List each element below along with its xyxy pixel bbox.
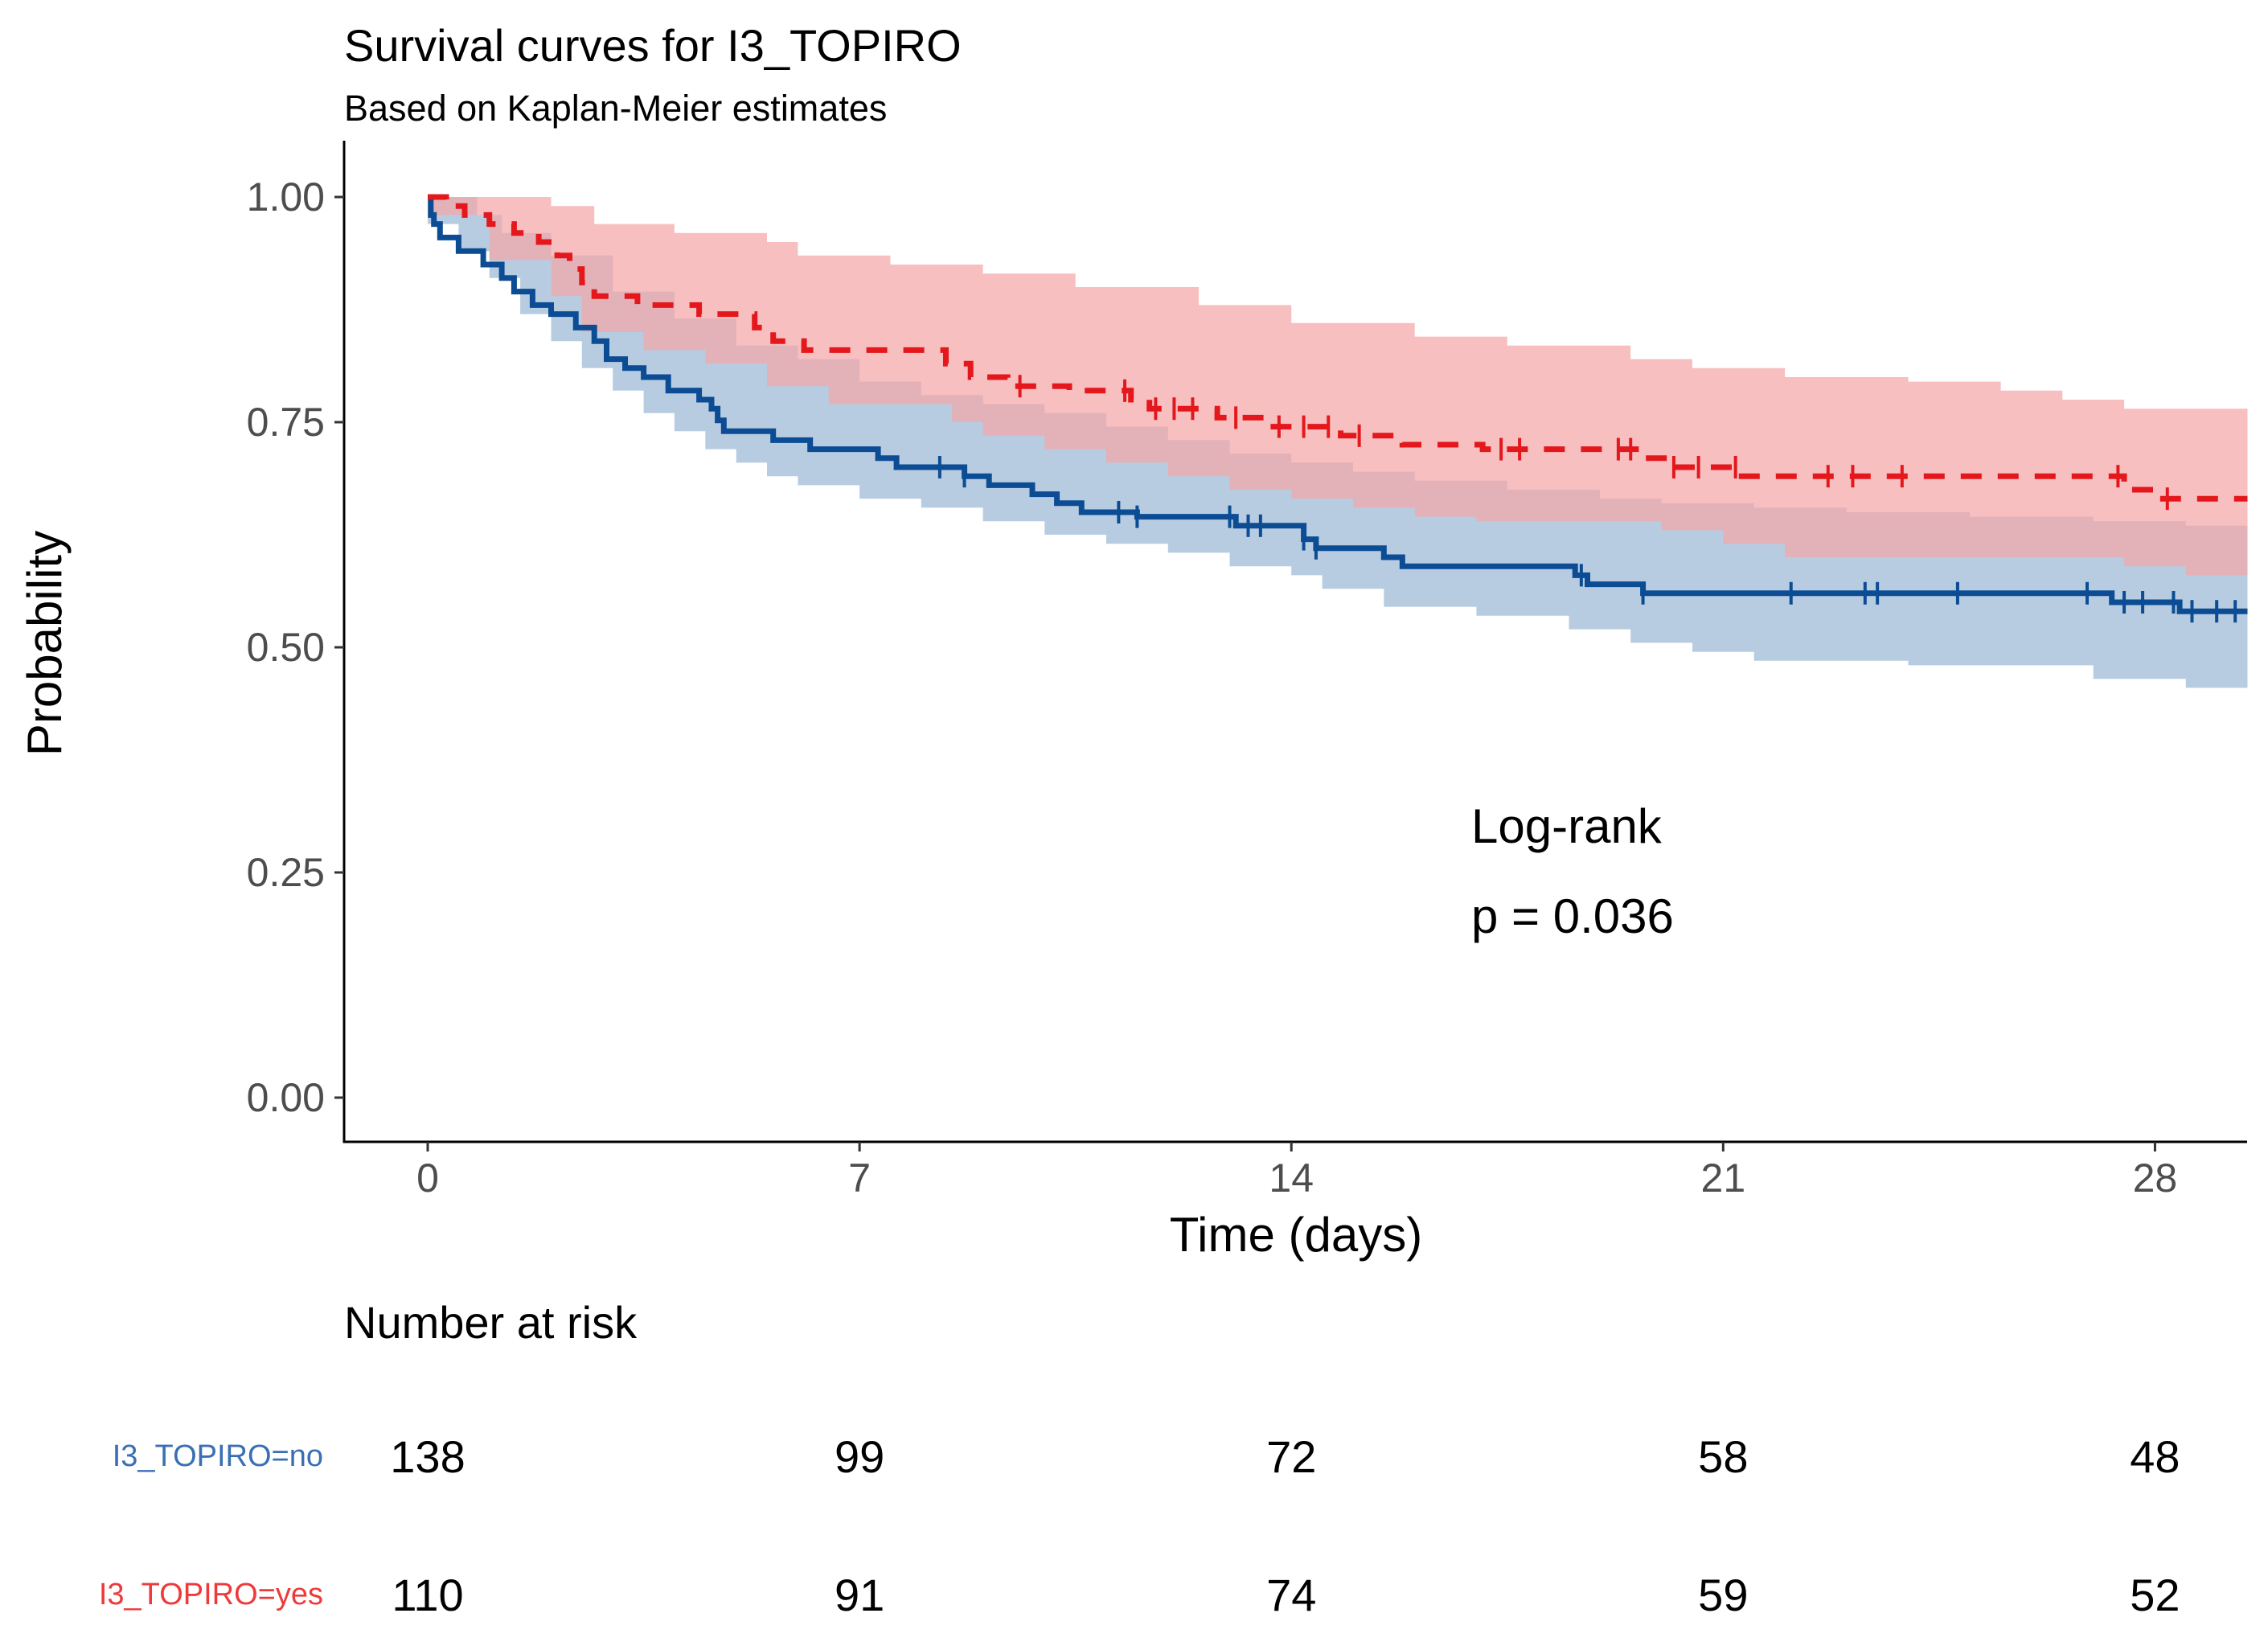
x-axis-title: Time (days) bbox=[1170, 1208, 1422, 1262]
y-tick-label: 0.00 bbox=[247, 1075, 325, 1120]
risk-table: I3_TOPIRO=no I3_TOPIRO=yes 138 99 72 58 48 11… bbox=[99, 1431, 2180, 1620]
risk-count-no: 99 bbox=[835, 1431, 884, 1482]
confidence-bands bbox=[428, 197, 2248, 688]
risk-numbers: 138 99 72 58 48 110 91 74 59 52 bbox=[390, 1431, 2180, 1620]
axes: 0.00 0.25 0.50 0.75 1.00 0 7 14 21 28 bbox=[247, 141, 2247, 1201]
risk-count-yes: 52 bbox=[2130, 1570, 2180, 1620]
y-ticks: 0.00 0.25 0.50 0.75 1.00 bbox=[247, 174, 344, 1120]
ci-band-no bbox=[428, 197, 2248, 688]
risk-label-no: I3_TOPIRO=no bbox=[113, 1439, 323, 1473]
risk-count-yes: 91 bbox=[835, 1570, 884, 1620]
chart-title: Survival curves for I3_TOPIRO bbox=[344, 20, 962, 71]
plot-area bbox=[428, 194, 2248, 688]
x-tick-label: 21 bbox=[1701, 1156, 1746, 1201]
chart-subtitle: Based on Kaplan-Meier estimates bbox=[344, 88, 887, 129]
survival-curves bbox=[428, 194, 2248, 614]
x-tick-label: 7 bbox=[848, 1156, 871, 1201]
risk-count-no: 138 bbox=[390, 1431, 465, 1482]
y-tick-label: 0.25 bbox=[247, 850, 325, 895]
survival-line-yes bbox=[428, 194, 2248, 502]
survival-line-no bbox=[428, 194, 2248, 614]
x-ticks: 0 7 14 21 28 bbox=[416, 1142, 2177, 1201]
ci-band-yes bbox=[428, 197, 2248, 576]
risk-count-yes: 59 bbox=[1698, 1570, 1748, 1620]
censor-marks bbox=[937, 375, 2237, 623]
risk-count-yes: 74 bbox=[1266, 1570, 1316, 1620]
y-axis-title: Probability bbox=[18, 531, 72, 756]
risk-label-yes: I3_TOPIRO=yes bbox=[99, 1578, 323, 1611]
risk-count-no: 48 bbox=[2130, 1431, 2180, 1482]
risk-count-no: 72 bbox=[1266, 1431, 1316, 1482]
x-tick-label: 14 bbox=[1269, 1156, 1314, 1201]
x-tick-label: 0 bbox=[416, 1156, 439, 1201]
risk-table-title: Number at risk bbox=[344, 1297, 638, 1348]
risk-count-yes: 110 bbox=[392, 1570, 463, 1620]
y-tick-label: 1.00 bbox=[247, 174, 325, 220]
logrank-pvalue: p = 0.036 bbox=[1471, 889, 1674, 943]
y-tick-label: 0.50 bbox=[247, 625, 325, 670]
risk-count-no: 58 bbox=[1698, 1431, 1748, 1482]
logrank-label: Log-rank bbox=[1471, 799, 1663, 853]
y-tick-label: 0.75 bbox=[247, 400, 325, 445]
x-tick-label: 28 bbox=[2133, 1156, 2178, 1201]
